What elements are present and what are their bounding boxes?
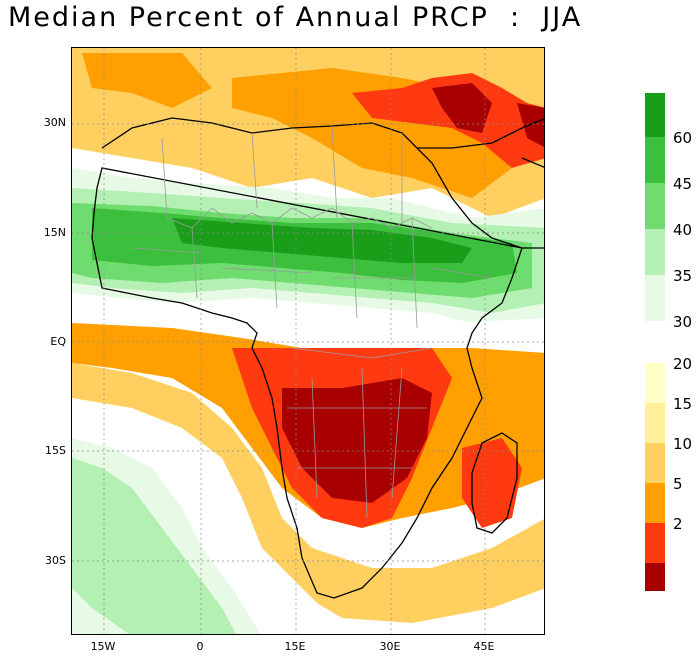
borders-layer	[131, 125, 493, 519]
field-south-yellow	[72, 363, 544, 623]
colorbar-label-30: 30	[673, 313, 693, 331]
colorbar-box-green-0	[645, 93, 665, 137]
map-panel	[71, 47, 545, 635]
lat-label-30s: 30S	[45, 554, 66, 567]
field-north-red	[352, 73, 544, 168]
colorbar-box-green-3	[645, 229, 665, 275]
precip-field-layer	[72, 48, 544, 634]
colorbar-label-40: 40	[673, 221, 693, 239]
coastline-layer	[91, 117, 544, 599]
colorbar-box-orange-2	[645, 443, 665, 483]
colorbar-label-35: 35	[673, 267, 693, 285]
lon-label-15w: 15W	[90, 640, 116, 653]
lat-label-15n: 15N	[43, 226, 66, 239]
lon-label-0: 0	[196, 640, 204, 653]
graticule	[72, 48, 544, 634]
chart-title: Median Percent of Annual PRCP : JJA	[8, 2, 583, 33]
colorbar-box-orange-0	[645, 363, 665, 403]
colorbar-box-orange-1	[645, 403, 665, 443]
lon-label-30e: 30E	[379, 640, 401, 653]
colorbar-box-orange-4	[645, 523, 665, 563]
madagascar-coastline	[471, 432, 518, 534]
field-north-darkred	[432, 83, 492, 133]
colorbar-label-10: 10	[673, 435, 693, 453]
lon-label-15e: 15E	[284, 640, 306, 653]
field-south-green	[72, 458, 236, 634]
lon-label-45e: 45E	[473, 640, 495, 653]
lat-label-30n: 30N	[43, 116, 66, 129]
colorbar-box-green-1	[645, 137, 665, 183]
colorbar-label-20: 20	[673, 355, 693, 373]
lat-label-eq: EQ	[50, 335, 66, 348]
field-madagascar-red	[462, 438, 522, 528]
colorbar-box-orange-5	[645, 563, 665, 591]
colorbar-box-green-4	[645, 275, 665, 321]
field-southern-darkred	[282, 378, 432, 503]
field-sahel-60	[172, 218, 472, 263]
arabia-coastline	[417, 118, 544, 168]
colorbar-box-green-2	[645, 183, 665, 229]
precipitation-map	[72, 48, 544, 634]
colorbar-label-60: 60	[673, 129, 693, 147]
colorbar-label-5: 5	[673, 475, 683, 493]
field-north-orange	[82, 53, 212, 108]
colorbar-label-2: 2	[673, 515, 683, 533]
colorbar-label-45: 45	[673, 175, 693, 193]
africa-coastline	[91, 117, 544, 599]
colorbar-label-15: 15	[673, 395, 693, 413]
field-equator-white	[72, 293, 544, 348]
lat-label-15s: 15S	[45, 444, 66, 457]
colorbar-box-orange-3	[645, 483, 665, 523]
